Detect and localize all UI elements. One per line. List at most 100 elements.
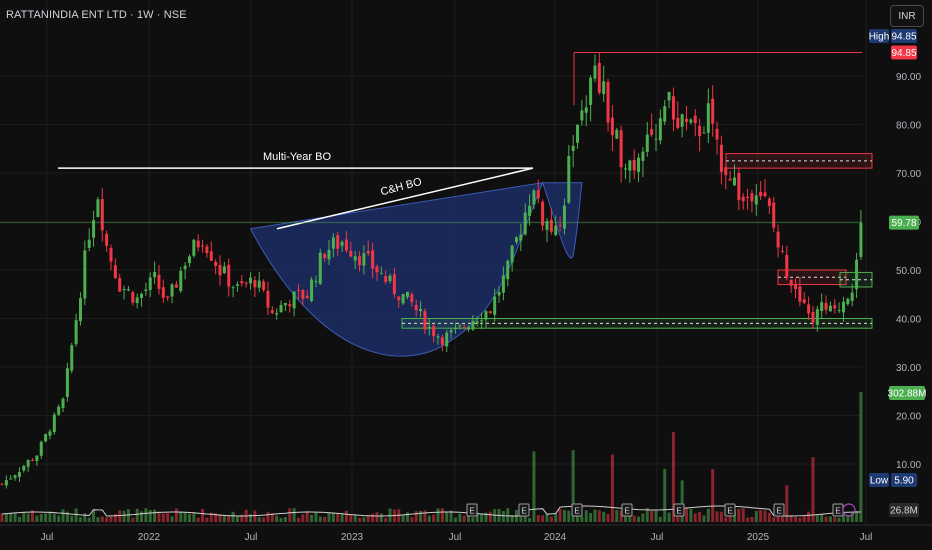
- candle: [244, 282, 248, 284]
- candle: [17, 472, 21, 477]
- currency-button[interactable]: INR: [890, 5, 924, 27]
- volume-bar: [65, 511, 69, 522]
- candle: [820, 302, 824, 312]
- earnings-marker-label: E: [676, 507, 681, 516]
- volume-bar: [92, 509, 96, 522]
- candle: [201, 245, 205, 247]
- volume-bar: [126, 509, 130, 522]
- volume-bar: [314, 512, 318, 522]
- candle: [619, 130, 623, 168]
- volume-bar: [567, 510, 571, 522]
- volume-bar: [410, 517, 414, 522]
- candle: [728, 178, 732, 181]
- candle: [850, 292, 854, 301]
- candle: [549, 219, 553, 232]
- volume-bar: [318, 516, 322, 522]
- volume-bar: [31, 510, 35, 522]
- candle: [554, 225, 558, 236]
- candle: [4, 480, 8, 486]
- candle: [750, 193, 754, 202]
- volume-bar: [820, 513, 824, 522]
- candle: [109, 247, 113, 262]
- candle: [654, 138, 658, 140]
- volume-bar: [732, 511, 736, 522]
- volume-bar: [654, 510, 658, 522]
- candle: [449, 330, 453, 333]
- candle: [340, 241, 344, 246]
- volume-bar: [366, 514, 370, 522]
- candle: [401, 294, 405, 304]
- candle: [453, 328, 457, 330]
- volume-bar: [650, 510, 654, 522]
- volume-ma-badge: [889, 503, 919, 517]
- candle: [541, 201, 545, 226]
- candle: [118, 278, 122, 292]
- volume-bar: [615, 510, 619, 522]
- volume-bar: [759, 509, 763, 522]
- event-circle: [842, 503, 856, 517]
- last-price-badge: [889, 215, 919, 230]
- volume-bar: [266, 511, 270, 522]
- candle: [663, 106, 667, 122]
- candle: [65, 368, 69, 397]
- volume-bar: [549, 516, 553, 522]
- candle: [746, 196, 750, 198]
- volume-bar: [52, 513, 56, 522]
- volume-bar: [257, 517, 261, 522]
- candle: [680, 114, 684, 127]
- candle: [584, 107, 588, 113]
- high-label-badge-text: High: [869, 32, 890, 43]
- candle: [689, 119, 693, 123]
- volume-bar: [610, 454, 614, 522]
- volume-bar: [384, 517, 388, 522]
- volume-bar: [475, 512, 479, 522]
- candle: [597, 62, 601, 93]
- volume-bar: [249, 514, 253, 522]
- candle: [780, 250, 784, 252]
- volume-bar: [828, 516, 832, 522]
- volume-bar: [331, 513, 335, 522]
- candle: [214, 261, 218, 266]
- candle: [122, 289, 126, 291]
- volume-bar: [724, 517, 728, 522]
- candle: [571, 145, 575, 152]
- candle: [610, 117, 614, 136]
- volume-bar: [118, 510, 122, 522]
- candle: [436, 336, 440, 338]
- candle: [131, 292, 135, 303]
- volume-bar: [637, 516, 641, 522]
- volume-bar: [541, 515, 545, 522]
- volume-badge-text: 302.88M: [888, 389, 927, 400]
- candle: [693, 115, 697, 123]
- candle: [414, 304, 418, 311]
- time-tick-label: 2024: [544, 532, 567, 543]
- candle: [240, 281, 244, 284]
- candle: [22, 465, 26, 471]
- candle: [235, 284, 239, 286]
- candle: [641, 151, 645, 161]
- candle: [628, 160, 632, 171]
- volume-bar: [113, 513, 117, 522]
- candle: [833, 305, 837, 309]
- volume-bar: [231, 511, 235, 522]
- volume-bar: [235, 516, 239, 522]
- candle: [48, 431, 52, 436]
- candle: [318, 252, 322, 285]
- volume-bar: [327, 512, 331, 522]
- candle: [305, 295, 309, 298]
- earnings-marker: [621, 503, 633, 517]
- candle: [405, 291, 409, 298]
- volume-bar: [602, 511, 606, 522]
- volume-bar: [632, 515, 636, 522]
- volume-bar: [576, 512, 580, 522]
- volume-bar: [135, 508, 139, 522]
- candle: [209, 251, 213, 261]
- volume-bar: [166, 513, 170, 522]
- candle: [410, 294, 414, 303]
- candle: [759, 191, 763, 197]
- candle: [292, 291, 296, 309]
- high-price-badge-text: 94.85: [891, 48, 916, 59]
- volume-bar: [288, 508, 292, 522]
- volume-bar: [824, 516, 828, 522]
